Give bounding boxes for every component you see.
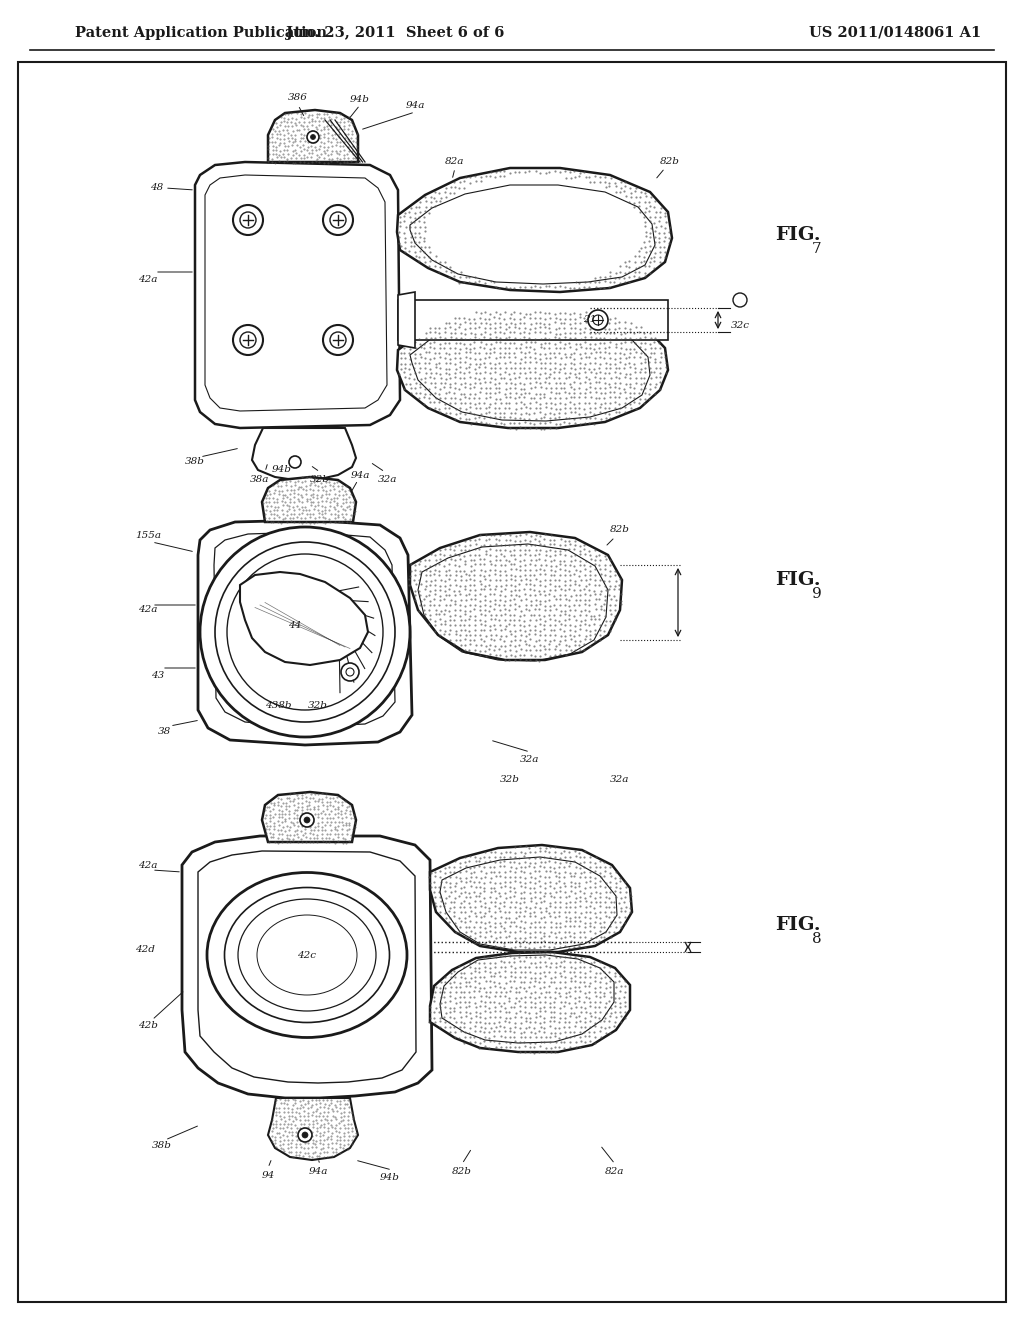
Polygon shape — [268, 110, 358, 162]
Circle shape — [300, 813, 314, 828]
Polygon shape — [195, 162, 400, 428]
Circle shape — [233, 325, 263, 355]
Circle shape — [302, 1133, 308, 1138]
Text: 21: 21 — [584, 315, 597, 325]
Text: 32b: 32b — [500, 776, 520, 784]
Polygon shape — [397, 168, 672, 292]
Text: 42b: 42b — [138, 1020, 158, 1030]
Polygon shape — [268, 1098, 358, 1160]
Text: 386: 386 — [288, 94, 308, 103]
Text: 32a: 32a — [610, 776, 630, 784]
Circle shape — [227, 554, 383, 710]
Text: 438b: 438b — [265, 701, 291, 710]
Text: 94b: 94b — [380, 1172, 400, 1181]
Circle shape — [304, 817, 310, 822]
Circle shape — [215, 543, 395, 722]
Text: 9: 9 — [812, 587, 821, 601]
Polygon shape — [398, 300, 668, 341]
Circle shape — [733, 293, 746, 308]
Text: 82b: 82b — [452, 1167, 472, 1176]
Text: 32b: 32b — [310, 475, 330, 484]
Polygon shape — [430, 952, 630, 1052]
Text: 38b: 38b — [185, 458, 205, 466]
Text: 82b: 82b — [660, 157, 680, 166]
Text: 42a: 42a — [138, 276, 158, 285]
Text: FIG.: FIG. — [775, 226, 820, 244]
Polygon shape — [410, 532, 622, 660]
Text: 42d: 42d — [135, 945, 155, 954]
Ellipse shape — [238, 899, 376, 1011]
Text: 82a: 82a — [445, 157, 465, 166]
Text: 94: 94 — [261, 1171, 274, 1180]
Text: 32a: 32a — [520, 755, 540, 764]
Text: 38a: 38a — [250, 475, 269, 484]
Circle shape — [323, 205, 353, 235]
Text: FIG.: FIG. — [775, 572, 820, 589]
Text: 94b: 94b — [272, 466, 292, 474]
Circle shape — [330, 213, 346, 228]
Text: 42a: 42a — [138, 861, 158, 870]
Polygon shape — [182, 836, 432, 1098]
Text: FIG.: FIG. — [775, 916, 820, 935]
Circle shape — [289, 455, 301, 469]
Polygon shape — [198, 520, 412, 744]
Circle shape — [593, 315, 603, 325]
Text: 8: 8 — [812, 932, 821, 946]
Circle shape — [298, 1129, 312, 1142]
Polygon shape — [262, 792, 356, 842]
Polygon shape — [398, 292, 415, 348]
Text: 32c: 32c — [730, 321, 750, 330]
Text: US 2011/0148061 A1: US 2011/0148061 A1 — [809, 26, 981, 40]
Polygon shape — [240, 572, 368, 665]
Polygon shape — [252, 428, 356, 480]
Polygon shape — [262, 477, 356, 521]
Text: 32b: 32b — [308, 701, 328, 710]
Text: 82a: 82a — [605, 1167, 625, 1176]
Polygon shape — [397, 308, 668, 428]
Circle shape — [330, 333, 346, 348]
Circle shape — [323, 325, 353, 355]
Ellipse shape — [207, 873, 407, 1038]
Text: 42c: 42c — [298, 950, 316, 960]
Text: 38: 38 — [159, 727, 172, 737]
Ellipse shape — [224, 887, 389, 1023]
Circle shape — [240, 213, 256, 228]
Text: 44: 44 — [289, 620, 302, 630]
Circle shape — [310, 135, 315, 140]
Text: 32a: 32a — [378, 475, 397, 484]
Circle shape — [588, 310, 608, 330]
Text: 42a: 42a — [138, 606, 158, 615]
Circle shape — [200, 527, 410, 737]
Text: 94b: 94b — [350, 95, 370, 104]
Text: 94a: 94a — [406, 100, 425, 110]
Text: 94a: 94a — [308, 1167, 328, 1176]
Circle shape — [307, 131, 319, 143]
Text: 48: 48 — [151, 183, 164, 193]
Circle shape — [346, 668, 354, 676]
Text: 43: 43 — [152, 671, 165, 680]
Circle shape — [233, 205, 263, 235]
Text: Patent Application Publication: Patent Application Publication — [75, 26, 327, 40]
Circle shape — [240, 333, 256, 348]
Text: 7: 7 — [812, 242, 821, 256]
Text: 94a: 94a — [350, 470, 370, 479]
Ellipse shape — [257, 915, 357, 995]
Circle shape — [341, 663, 359, 681]
Polygon shape — [430, 845, 632, 952]
Text: 82b: 82b — [610, 525, 630, 535]
Text: 38b: 38b — [152, 1140, 172, 1150]
Text: Jun. 23, 2011  Sheet 6 of 6: Jun. 23, 2011 Sheet 6 of 6 — [286, 26, 504, 40]
Text: 155a: 155a — [135, 531, 161, 540]
